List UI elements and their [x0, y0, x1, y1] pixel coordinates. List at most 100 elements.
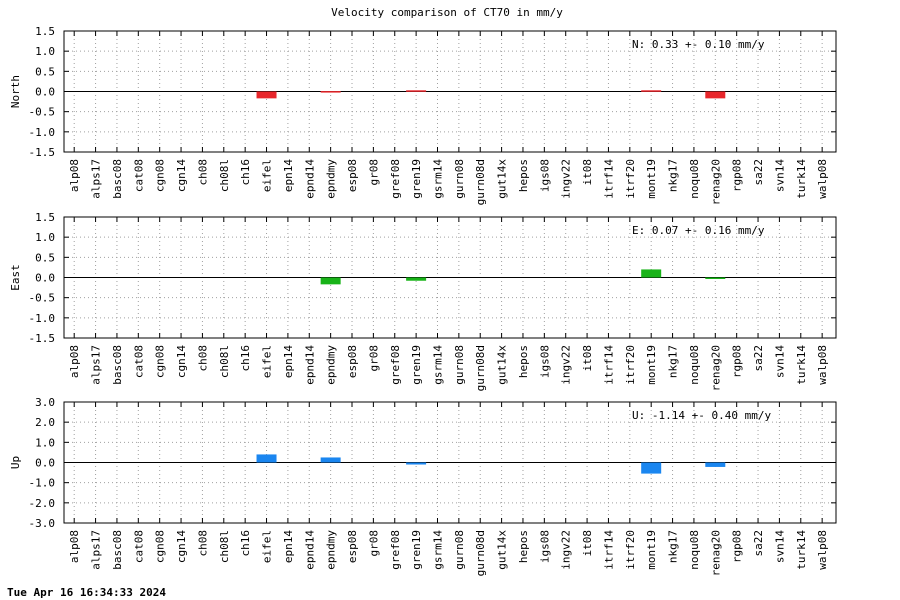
east-xtick-label: gren19 [410, 345, 423, 385]
up-xtick-label: igs08 [538, 530, 551, 563]
east-xtick-label: ch08l [218, 345, 231, 378]
east-xtick-label: rgp08 [731, 345, 744, 378]
east-xtick-label: nkg17 [667, 345, 680, 378]
north-xtick-label: itrf20 [624, 159, 637, 199]
north-xtick-label: igs08 [538, 159, 551, 192]
north-xtick-label: epnd14 [303, 159, 316, 199]
east-xtick-label: alps17 [90, 345, 103, 385]
north-xtick-label: alp08 [68, 159, 81, 192]
east-xtick-label: it08 [581, 345, 594, 372]
up-xtick-label: renag20 [709, 530, 722, 576]
up-xtick-label: gsrm14 [431, 530, 444, 570]
north-annotation: N: 0.33 +- 0.10 mm/y [632, 38, 765, 51]
north-xtick-label: ch08 [196, 159, 209, 186]
up-xtick-label: hepos [517, 530, 530, 563]
north-xtick-label: gurn08 [453, 159, 466, 199]
north-xtick-label: eifel [261, 159, 274, 192]
up-xtick-label: itrf14 [602, 530, 615, 570]
north-ytick-label: 0.5 [35, 65, 55, 78]
north-xtick-label: it08 [581, 159, 594, 186]
east-xtick-label: gsrm14 [431, 345, 444, 385]
east-xtick-label: cgn08 [154, 345, 167, 378]
north-xtick-label: rgp08 [731, 159, 744, 192]
east-ytick-label: -0.5 [29, 292, 56, 305]
north-xtick-label: alps17 [90, 159, 103, 199]
east-xtick-label: ch08 [196, 345, 209, 372]
north-xtick-label: itrf14 [602, 159, 615, 199]
up-xtick-label: alps17 [90, 530, 103, 570]
north-xtick-label: ingv22 [560, 159, 573, 199]
up-xtick-label: sa22 [752, 530, 765, 557]
east-xtick-label: turk14 [795, 345, 808, 385]
east-ytick-label: 0.0 [35, 272, 55, 285]
up-xtick-label: ch08 [196, 530, 209, 557]
north-xtick-label: ch16 [239, 159, 252, 186]
north-xtick-label: gref08 [389, 159, 402, 199]
up-bar-eifel [256, 454, 277, 463]
east-xtick-label: epndmy [325, 345, 338, 385]
north-xtick-label: noqu08 [688, 159, 701, 199]
north-bar-renag20 [705, 91, 726, 99]
north-ytick-label: -0.5 [29, 106, 56, 119]
east-xtick-label: alp08 [68, 345, 81, 378]
up-xtick-label: ingv22 [560, 530, 573, 570]
east-xtick-label: epnd14 [303, 345, 316, 385]
north-xtick-label: svn14 [773, 159, 786, 192]
east-xtick-label: walp08 [816, 345, 829, 385]
up-xtick-label: epndmy [325, 530, 338, 570]
up-xtick-label: itrf20 [624, 530, 637, 570]
east-xtick-label: ingv22 [560, 345, 573, 385]
east-xtick-label: svn14 [773, 345, 786, 378]
up-axis-label: Up [9, 456, 22, 469]
east-xtick-label: eifel [261, 345, 274, 378]
up-xtick-label: ch16 [239, 530, 252, 557]
up-xtick-label: eifel [261, 530, 274, 563]
east-xtick-label: hepos [517, 345, 530, 378]
north-xtick-label: mont19 [645, 159, 658, 199]
east-xtick-label: renag20 [709, 345, 722, 391]
east-xtick-label: igs08 [538, 345, 551, 378]
up-xtick-label: gut14x [496, 530, 509, 570]
east-ytick-label: 1.5 [35, 211, 55, 224]
up-xtick-label: gren19 [410, 530, 423, 570]
up-xtick-label: rgp08 [731, 530, 744, 563]
up-xtick-label: cat08 [132, 530, 145, 563]
east-axis-label: East [9, 264, 22, 291]
north-xtick-label: esp08 [346, 159, 359, 192]
north-xtick-label: hepos [517, 159, 530, 192]
north-bar-gren19 [406, 90, 427, 92]
north-axis-label: North [9, 75, 22, 108]
north-xtick-label: gren19 [410, 159, 423, 199]
north-xtick-label: epndmy [325, 159, 338, 199]
east-bar-mont19 [641, 269, 662, 278]
up-bar-gren19 [406, 462, 427, 465]
east-xtick-label: noqu08 [688, 345, 701, 385]
up-xtick-label: noqu08 [688, 530, 701, 570]
east-xtick-label: cat08 [132, 345, 145, 378]
north-xtick-label: sa22 [752, 159, 765, 186]
up-ytick-label: 1.0 [35, 436, 55, 449]
east-ytick-label: 0.5 [35, 251, 55, 264]
east-bar-renag20 [705, 277, 726, 279]
up-xtick-label: gurn08d [474, 530, 487, 576]
north-ytick-label: 1.0 [35, 45, 55, 58]
up-xtick-label: svn14 [773, 530, 786, 563]
north-xtick-label: nkg17 [667, 159, 680, 192]
north-ytick-label: -1.5 [29, 146, 56, 159]
timestamp: Tue Apr 16 16:34:33 2024 [7, 586, 166, 599]
up-bar-mont19 [641, 462, 662, 474]
up-xtick-label: gurn08 [453, 530, 466, 570]
north-xtick-label: gurn08d [474, 159, 487, 205]
up-xtick-label: ch08l [218, 530, 231, 563]
up-ytick-label: -2.0 [29, 497, 56, 510]
north-xtick-label: turk14 [795, 159, 808, 199]
east-xtick-label: gr08 [367, 345, 380, 372]
east-xtick-label: sa22 [752, 345, 765, 372]
north-xtick-label: cgn08 [154, 159, 167, 192]
east-bar-epndmy [320, 277, 341, 285]
north-xtick-label: ch08l [218, 159, 231, 192]
east-xtick-label: gref08 [389, 345, 402, 385]
up-ytick-label: 0.0 [35, 457, 55, 470]
chart-title: Velocity comparison of CT70 in mm/y [331, 6, 563, 19]
up-xtick-label: esp08 [346, 530, 359, 563]
